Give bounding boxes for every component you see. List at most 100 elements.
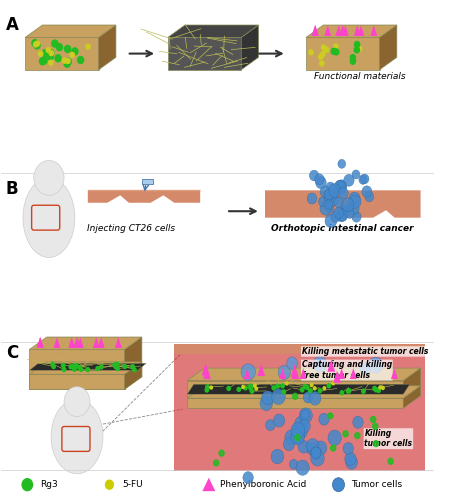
Circle shape <box>350 54 355 60</box>
Circle shape <box>237 388 241 392</box>
Circle shape <box>334 180 346 194</box>
Circle shape <box>219 450 224 456</box>
Polygon shape <box>168 38 241 70</box>
Polygon shape <box>338 368 345 379</box>
Circle shape <box>306 438 319 452</box>
Circle shape <box>326 182 335 192</box>
Text: Killing
tumor cells: Killing tumor cells <box>365 429 412 448</box>
Circle shape <box>360 363 370 375</box>
Circle shape <box>311 450 324 466</box>
FancyBboxPatch shape <box>142 179 153 184</box>
Polygon shape <box>292 368 299 379</box>
Polygon shape <box>300 368 307 379</box>
Circle shape <box>303 384 307 388</box>
Polygon shape <box>174 344 425 472</box>
Circle shape <box>296 460 309 475</box>
Circle shape <box>249 384 252 388</box>
Polygon shape <box>30 364 146 370</box>
Polygon shape <box>30 350 124 389</box>
Circle shape <box>39 58 45 65</box>
Circle shape <box>52 364 55 368</box>
Circle shape <box>379 386 382 389</box>
Polygon shape <box>187 384 410 394</box>
Circle shape <box>319 414 329 425</box>
Circle shape <box>243 472 253 484</box>
Circle shape <box>309 389 312 393</box>
Polygon shape <box>327 360 335 372</box>
Text: Injecting CT26 cells: Injecting CT26 cells <box>87 224 175 233</box>
Circle shape <box>328 413 333 419</box>
Polygon shape <box>30 337 142 349</box>
Circle shape <box>369 357 383 373</box>
Polygon shape <box>370 25 377 36</box>
Polygon shape <box>93 337 100 348</box>
Circle shape <box>242 386 244 388</box>
Polygon shape <box>77 337 84 348</box>
Circle shape <box>346 390 350 393</box>
Circle shape <box>311 447 322 460</box>
Circle shape <box>281 384 284 388</box>
Circle shape <box>22 478 33 490</box>
Polygon shape <box>292 368 299 379</box>
Circle shape <box>46 48 50 52</box>
Circle shape <box>373 440 379 446</box>
Circle shape <box>303 392 313 403</box>
Circle shape <box>75 364 78 368</box>
Circle shape <box>343 442 354 454</box>
Circle shape <box>336 208 347 221</box>
Circle shape <box>365 192 374 202</box>
Circle shape <box>299 408 312 423</box>
Circle shape <box>255 387 257 390</box>
Circle shape <box>316 176 326 188</box>
Circle shape <box>340 390 344 394</box>
Circle shape <box>349 192 360 205</box>
Circle shape <box>309 392 321 405</box>
Circle shape <box>291 429 305 444</box>
Polygon shape <box>202 363 209 376</box>
Text: Rg3: Rg3 <box>40 480 58 489</box>
Circle shape <box>273 414 285 427</box>
Circle shape <box>113 363 116 367</box>
Circle shape <box>357 46 362 51</box>
Polygon shape <box>98 337 105 348</box>
Circle shape <box>34 42 40 49</box>
Polygon shape <box>37 337 44 348</box>
Circle shape <box>260 396 272 410</box>
Circle shape <box>311 384 313 386</box>
Polygon shape <box>241 25 258 70</box>
Circle shape <box>278 366 291 380</box>
Circle shape <box>327 384 331 388</box>
Polygon shape <box>74 337 80 348</box>
Circle shape <box>69 365 73 369</box>
Polygon shape <box>342 25 349 36</box>
Polygon shape <box>88 190 200 203</box>
Ellipse shape <box>23 178 75 258</box>
Circle shape <box>116 362 119 366</box>
Text: B: B <box>6 180 18 198</box>
Circle shape <box>131 364 134 368</box>
Circle shape <box>336 208 348 222</box>
Circle shape <box>116 366 119 370</box>
Polygon shape <box>168 25 258 38</box>
Circle shape <box>328 430 341 446</box>
Polygon shape <box>311 25 319 36</box>
Polygon shape <box>203 368 210 379</box>
Circle shape <box>294 423 308 439</box>
Circle shape <box>64 60 70 67</box>
Polygon shape <box>291 364 299 377</box>
Circle shape <box>295 434 300 440</box>
Circle shape <box>338 206 350 218</box>
Circle shape <box>350 58 355 64</box>
Circle shape <box>334 44 338 49</box>
Circle shape <box>323 386 326 390</box>
Circle shape <box>346 203 354 212</box>
Circle shape <box>334 49 339 55</box>
Circle shape <box>295 416 308 432</box>
Circle shape <box>309 170 319 181</box>
Polygon shape <box>30 362 142 374</box>
Circle shape <box>320 202 331 215</box>
Circle shape <box>334 208 344 218</box>
Circle shape <box>262 391 274 405</box>
Circle shape <box>86 44 90 49</box>
Circle shape <box>39 51 43 56</box>
